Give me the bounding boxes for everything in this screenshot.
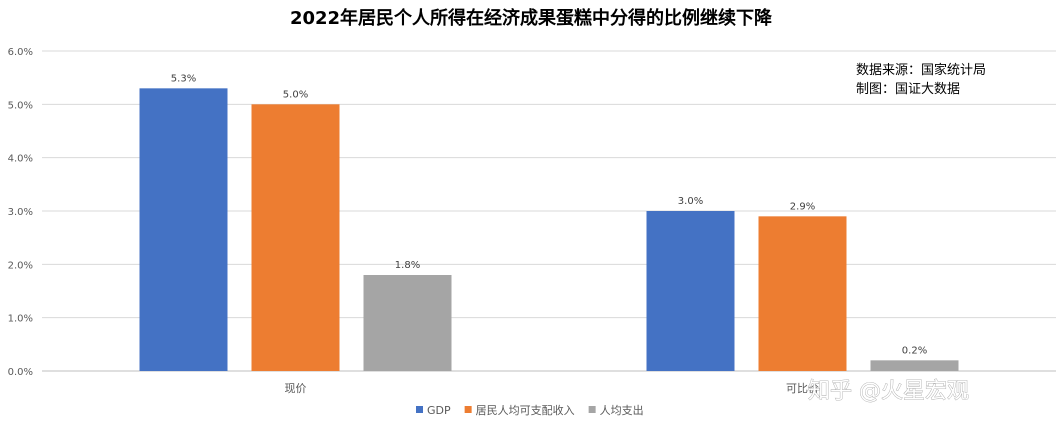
chart-title: 2022年居民个人所得在经济成果蛋糕中分得的比例继续下降 — [290, 7, 773, 29]
bar — [646, 211, 735, 371]
y-axis-ticks: 0.0% 1.0% 2.0% 3.0% 4.0% 5.0% 6.0% — [8, 47, 33, 378]
bar — [139, 88, 228, 371]
data-label: 2.9% — [790, 201, 815, 212]
y-tick-label: 2.0% — [8, 260, 33, 271]
credit-note: 制图：国证大数据 — [856, 82, 960, 97]
legend-entry: 人均支出 — [600, 403, 644, 417]
bar — [870, 360, 959, 371]
data-label: 5.0% — [283, 89, 308, 100]
data-label: 5.3% — [171, 73, 196, 84]
x-category-label: 可比价 — [786, 382, 819, 395]
legend-entry: 居民人均可支配收入 — [476, 403, 575, 417]
y-tick-label: 1.0% — [8, 314, 33, 325]
bar — [758, 216, 847, 371]
y-tick-label: 3.0% — [8, 207, 33, 218]
legend-swatch — [416, 406, 423, 413]
legend-swatch — [588, 406, 596, 413]
x-category-label: 现价 — [285, 382, 307, 395]
data-label: 3.0% — [678, 196, 703, 207]
legend: GDP 居民人均可支配收入 人均支出 — [416, 403, 644, 417]
y-tick-label: 4.0% — [8, 154, 33, 165]
y-tick-label: 0.0% — [8, 367, 33, 378]
bar — [363, 275, 452, 371]
y-tick-label: 6.0% — [8, 47, 33, 58]
bars — [139, 88, 959, 371]
source-annotations: 数据来源：国家统计局 制图：国证大数据 — [856, 62, 986, 97]
data-label: 0.2% — [902, 345, 927, 356]
data-label: 1.8% — [395, 260, 420, 271]
data-labels: 5.3% 5.0% 1.8% 3.0% 2.9% 0.2% — [171, 73, 927, 356]
legend-entry: GDP — [427, 404, 451, 417]
watermark: 知乎 @火星宏观 — [808, 379, 969, 404]
x-axis-categories: 现价 可比价 — [285, 382, 820, 395]
y-tick-label: 5.0% — [8, 100, 33, 111]
bar — [251, 104, 340, 371]
source-note: 数据来源：国家统计局 — [856, 62, 986, 78]
legend-swatch — [464, 406, 472, 413]
